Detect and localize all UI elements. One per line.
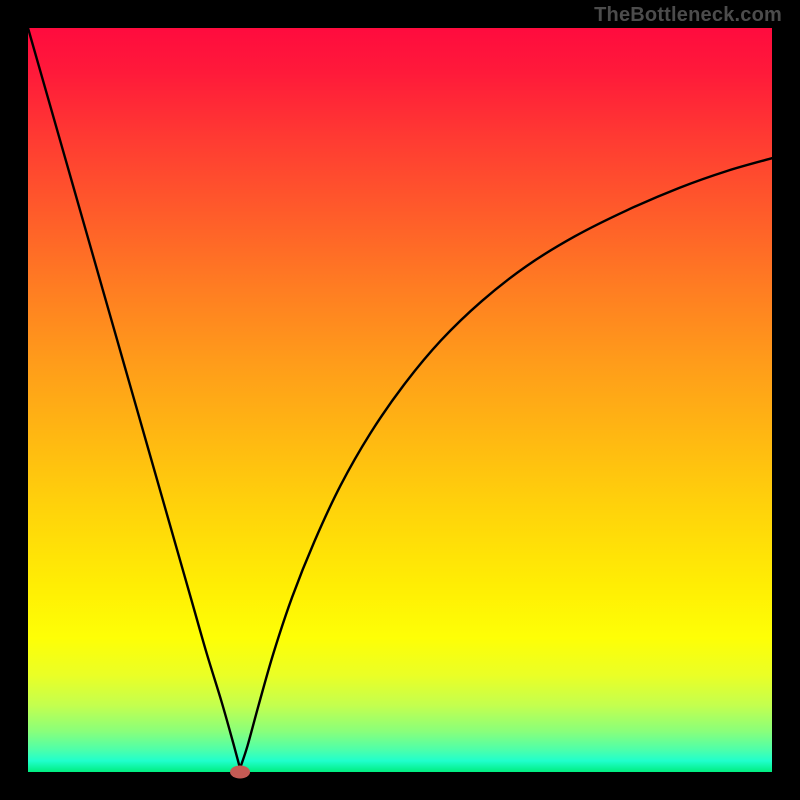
chart-container: TheBottleneck.com [0, 0, 800, 800]
curve-layer [28, 28, 772, 772]
curve-left [28, 28, 240, 768]
watermark-text: TheBottleneck.com [594, 4, 782, 27]
curve-right [240, 158, 772, 768]
plot-area [28, 28, 772, 772]
min-marker [230, 766, 250, 779]
